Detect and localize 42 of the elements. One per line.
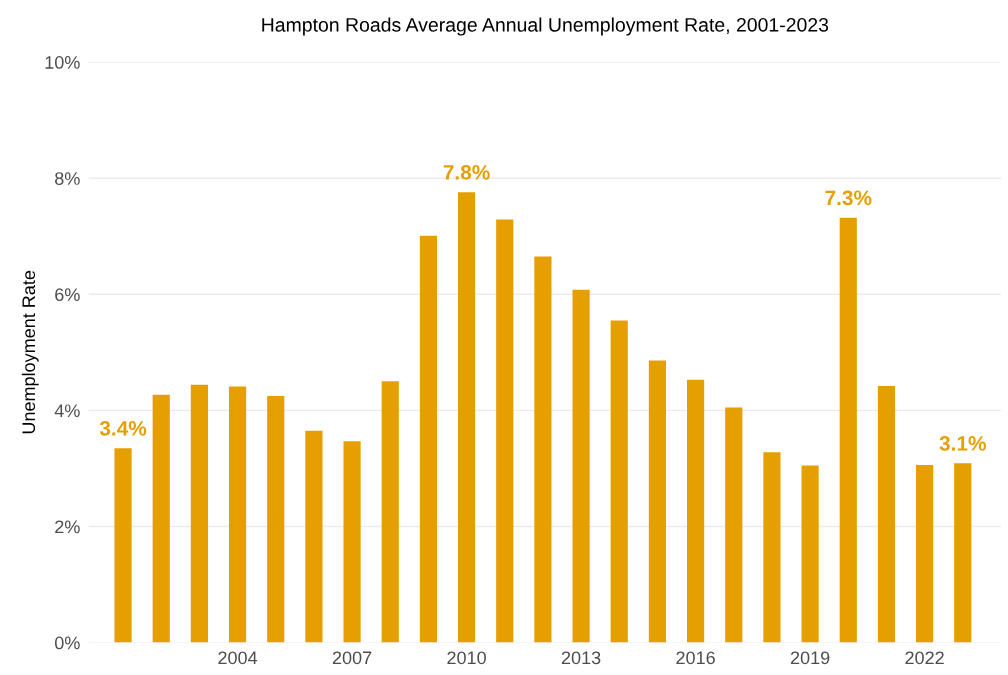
bar bbox=[534, 256, 552, 643]
y-tick-label: 6% bbox=[55, 288, 80, 302]
bar bbox=[152, 394, 170, 643]
bar bbox=[114, 448, 132, 643]
bar bbox=[839, 217, 857, 643]
bar bbox=[190, 384, 208, 643]
chart-title: Hampton Roads Average Annual Unemployment Rate, 2001-2023 bbox=[262, 17, 829, 36]
bar bbox=[496, 219, 514, 643]
bar bbox=[457, 192, 476, 643]
x-tick-label: 2010 bbox=[447, 651, 486, 665]
x-tick-label: 2022 bbox=[905, 651, 944, 665]
bar bbox=[954, 463, 972, 643]
y-tick-label: 4% bbox=[54, 404, 80, 418]
y-tick-label: 2% bbox=[55, 520, 80, 534]
bar bbox=[725, 407, 743, 643]
x-tick-label: 2016 bbox=[676, 651, 715, 665]
y-tick-label: 0% bbox=[54, 636, 80, 650]
bar bbox=[228, 386, 247, 643]
bar bbox=[343, 441, 361, 643]
bar bbox=[381, 381, 399, 643]
bar bbox=[419, 235, 437, 643]
data-label: 3.4% bbox=[99, 420, 147, 436]
data-label: 3.1% bbox=[939, 436, 986, 451]
data-label: 7.8% bbox=[443, 164, 490, 180]
bar bbox=[763, 452, 781, 643]
bar bbox=[687, 379, 705, 643]
bar bbox=[572, 289, 590, 643]
data-label: 7.3% bbox=[825, 190, 872, 206]
bar bbox=[648, 360, 667, 643]
y-tick-label: 8% bbox=[55, 172, 80, 185]
bar bbox=[801, 465, 819, 643]
y-tick-label: 10% bbox=[45, 56, 80, 69]
x-tick-label: 2019 bbox=[790, 651, 830, 665]
x-tick-label: 2013 bbox=[561, 651, 601, 665]
x-tick-label: 2004 bbox=[218, 651, 258, 665]
x-tick-label: 2007 bbox=[332, 651, 372, 665]
bar bbox=[877, 386, 896, 643]
bar bbox=[610, 320, 628, 643]
bar bbox=[305, 430, 323, 643]
y-axis-title: Unemployment Rate bbox=[21, 270, 39, 434]
bar bbox=[267, 395, 285, 643]
bar bbox=[916, 464, 934, 643]
